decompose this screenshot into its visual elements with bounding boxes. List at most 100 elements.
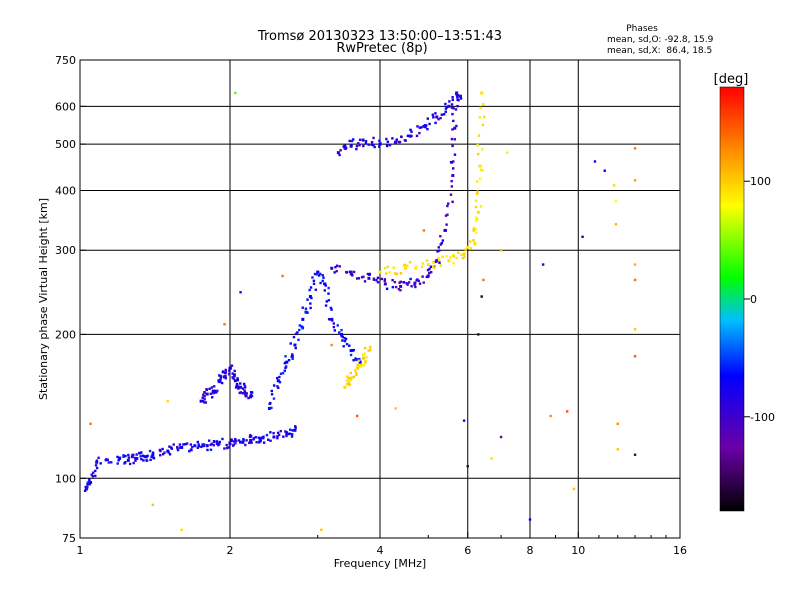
data-point bbox=[452, 262, 455, 265]
data-point bbox=[278, 380, 282, 384]
data-point bbox=[348, 344, 351, 347]
data-point bbox=[143, 455, 147, 459]
chart-subtitle: RwPretec (8p) bbox=[336, 41, 427, 56]
data-point bbox=[284, 365, 288, 368]
x-tick-label: 16 bbox=[673, 544, 687, 557]
isolated-point bbox=[482, 278, 485, 282]
data-point bbox=[420, 126, 423, 129]
data-point bbox=[482, 115, 486, 119]
x-tick-label: 1 bbox=[77, 544, 84, 557]
data-point bbox=[398, 140, 402, 144]
data-point bbox=[358, 144, 361, 147]
data-point bbox=[202, 444, 205, 448]
data-point bbox=[406, 134, 410, 138]
data-point bbox=[479, 106, 482, 110]
data-point bbox=[474, 205, 478, 209]
data-point bbox=[218, 380, 221, 384]
x-tick-label: 6 bbox=[464, 544, 471, 557]
data-point bbox=[424, 125, 427, 129]
data-point bbox=[168, 453, 172, 456]
data-point bbox=[452, 107, 455, 110]
data-point bbox=[134, 456, 137, 460]
data-point bbox=[386, 265, 389, 269]
data-point bbox=[239, 385, 243, 389]
data-point bbox=[296, 331, 299, 334]
data-point bbox=[456, 104, 459, 108]
isolated-point bbox=[614, 199, 618, 203]
data-point bbox=[250, 441, 253, 444]
data-point bbox=[335, 264, 339, 267]
data-point bbox=[275, 376, 279, 380]
data-point bbox=[399, 284, 403, 288]
data-point bbox=[358, 138, 362, 142]
data-point bbox=[426, 274, 430, 278]
data-point bbox=[395, 272, 399, 276]
data-point bbox=[434, 112, 437, 115]
data-point bbox=[463, 255, 466, 259]
data-point bbox=[137, 451, 141, 455]
data-point bbox=[180, 445, 184, 449]
data-point bbox=[131, 455, 134, 459]
data-point bbox=[479, 168, 483, 171]
data-point bbox=[478, 177, 482, 181]
data-point bbox=[409, 277, 412, 281]
data-point bbox=[279, 429, 282, 433]
data-point bbox=[215, 442, 219, 445]
data-point bbox=[451, 96, 454, 99]
isolated-point bbox=[462, 419, 466, 422]
data-point bbox=[418, 126, 422, 129]
data-point bbox=[344, 337, 348, 341]
data-point bbox=[159, 449, 162, 453]
data-point bbox=[459, 97, 463, 100]
data-point bbox=[479, 205, 483, 208]
data-point bbox=[435, 115, 439, 119]
data-point bbox=[89, 480, 93, 484]
isolated-point bbox=[239, 291, 242, 294]
data-point bbox=[267, 406, 271, 410]
y-tick-label: 100 bbox=[55, 472, 76, 485]
data-point bbox=[410, 130, 413, 133]
data-point bbox=[233, 369, 236, 373]
data-point bbox=[421, 275, 424, 278]
data-point bbox=[201, 399, 205, 403]
data-point bbox=[202, 443, 206, 446]
data-point bbox=[276, 385, 279, 388]
data-point bbox=[309, 286, 313, 289]
data-point bbox=[95, 460, 99, 464]
data-point bbox=[124, 461, 127, 464]
data-point bbox=[223, 447, 226, 450]
data-point bbox=[262, 437, 265, 440]
data-point bbox=[212, 385, 216, 388]
isolated-point bbox=[480, 295, 483, 298]
isolated-point bbox=[565, 410, 569, 413]
data-point bbox=[243, 386, 247, 389]
data-point bbox=[392, 266, 395, 269]
data-point bbox=[457, 251, 460, 255]
data-point bbox=[86, 482, 89, 486]
data-point bbox=[216, 389, 219, 393]
isolated-point bbox=[633, 278, 637, 282]
data-point bbox=[410, 134, 413, 138]
data-point bbox=[314, 288, 317, 291]
data-point bbox=[348, 139, 351, 143]
data-point bbox=[178, 443, 182, 446]
colorbar bbox=[719, 86, 745, 512]
isolated-point bbox=[505, 151, 509, 154]
data-point bbox=[428, 271, 431, 275]
data-point bbox=[215, 440, 219, 443]
isolated-point bbox=[394, 407, 397, 410]
data-point bbox=[372, 144, 375, 147]
isolated-point bbox=[490, 457, 493, 460]
data-point bbox=[225, 446, 229, 450]
chart-title: Tromsø 20130323 13:50:00–13:51:43 bbox=[257, 29, 502, 44]
data-point bbox=[317, 274, 321, 277]
data-point bbox=[276, 435, 279, 438]
x-tick-label: 4 bbox=[377, 544, 384, 557]
data-point bbox=[415, 265, 418, 268]
data-point bbox=[151, 453, 155, 457]
isolated-point bbox=[499, 435, 503, 439]
data-point bbox=[449, 256, 452, 259]
isolated-point bbox=[422, 229, 426, 232]
data-point bbox=[262, 435, 265, 439]
